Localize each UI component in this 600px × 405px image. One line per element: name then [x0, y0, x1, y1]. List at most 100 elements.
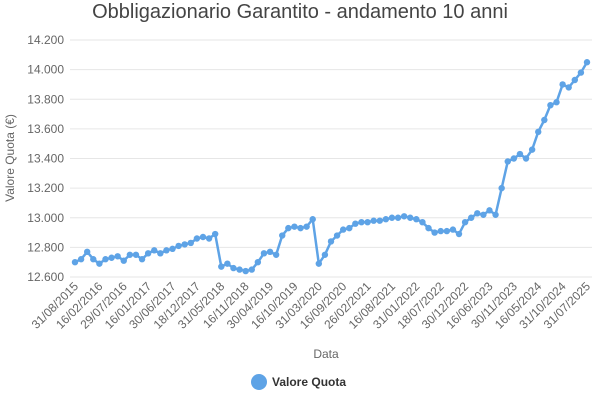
point [279, 232, 286, 239]
point [291, 223, 298, 230]
point [382, 216, 390, 223]
x-axis-title: Data [313, 347, 339, 361]
point [114, 253, 121, 260]
point [541, 116, 548, 124]
point [272, 251, 280, 258]
y-tick-label: 13.400 [27, 152, 64, 166]
point [77, 256, 85, 263]
point [400, 213, 408, 220]
y-tick-label: 13.800 [27, 92, 64, 106]
point [455, 230, 463, 238]
point [102, 256, 109, 263]
point [358, 218, 365, 226]
point [321, 251, 329, 258]
point [577, 69, 585, 76]
point [461, 218, 469, 226]
point [236, 266, 243, 273]
point [254, 258, 262, 266]
point [535, 128, 542, 136]
y-tick-label: 14.000 [27, 63, 64, 77]
point [285, 224, 292, 232]
point [388, 214, 396, 221]
point [394, 214, 402, 221]
point [83, 248, 91, 256]
point [144, 250, 152, 257]
point [193, 235, 201, 242]
y-tick-label: 14.200 [27, 33, 64, 47]
point [339, 226, 347, 233]
y-axis-title: Valore Quota (€) [3, 114, 17, 202]
y-tick-label: 13.600 [27, 122, 64, 136]
point [364, 218, 371, 226]
point [205, 235, 213, 242]
point [352, 220, 359, 227]
point [522, 155, 530, 162]
point [151, 247, 158, 254]
point [266, 248, 274, 256]
legend-marker [251, 374, 267, 390]
legend-label: Valore Quota [272, 375, 346, 389]
point [486, 207, 493, 214]
point [516, 150, 524, 158]
point [498, 184, 505, 192]
point [376, 217, 383, 224]
point [419, 218, 426, 226]
point [260, 250, 268, 257]
point [565, 84, 572, 91]
point [138, 256, 146, 263]
point [169, 245, 176, 253]
point [480, 211, 487, 218]
point [425, 224, 432, 232]
point [126, 251, 134, 258]
point [559, 81, 566, 88]
point [163, 247, 170, 254]
point [547, 101, 554, 109]
point [309, 216, 316, 223]
y-tick-label: 12.800 [27, 240, 64, 254]
point [474, 210, 481, 217]
point [211, 230, 219, 238]
y-tick-label: 12.600 [27, 270, 64, 284]
point [333, 232, 341, 239]
chart-title: Obbligazionario Garantito - andamento 10… [92, 1, 508, 23]
point [120, 257, 127, 264]
point [96, 260, 103, 267]
point [132, 251, 140, 258]
point [492, 211, 499, 218]
point [571, 76, 579, 84]
point [327, 238, 335, 245]
point [108, 254, 115, 261]
y-tick-label: 13.200 [27, 181, 64, 195]
point [528, 146, 536, 153]
point [504, 158, 511, 165]
point [199, 233, 207, 241]
point [303, 223, 310, 230]
point [187, 239, 195, 247]
point [346, 224, 353, 232]
point [437, 227, 444, 235]
point [175, 242, 182, 250]
y-tick-label: 13.000 [27, 211, 64, 225]
point [297, 224, 304, 232]
point [407, 214, 414, 221]
point [230, 264, 237, 272]
point [510, 155, 518, 162]
point [242, 267, 249, 275]
point [370, 217, 377, 224]
point [248, 266, 255, 273]
point [157, 250, 164, 257]
point [224, 260, 231, 267]
point [553, 99, 560, 106]
point [71, 258, 79, 266]
point [315, 260, 323, 267]
point [583, 59, 591, 66]
point [449, 226, 457, 233]
point [218, 263, 225, 270]
point [467, 214, 475, 221]
point [181, 241, 188, 248]
point [431, 229, 438, 236]
point [443, 227, 451, 235]
point [90, 256, 97, 263]
point [413, 216, 420, 223]
